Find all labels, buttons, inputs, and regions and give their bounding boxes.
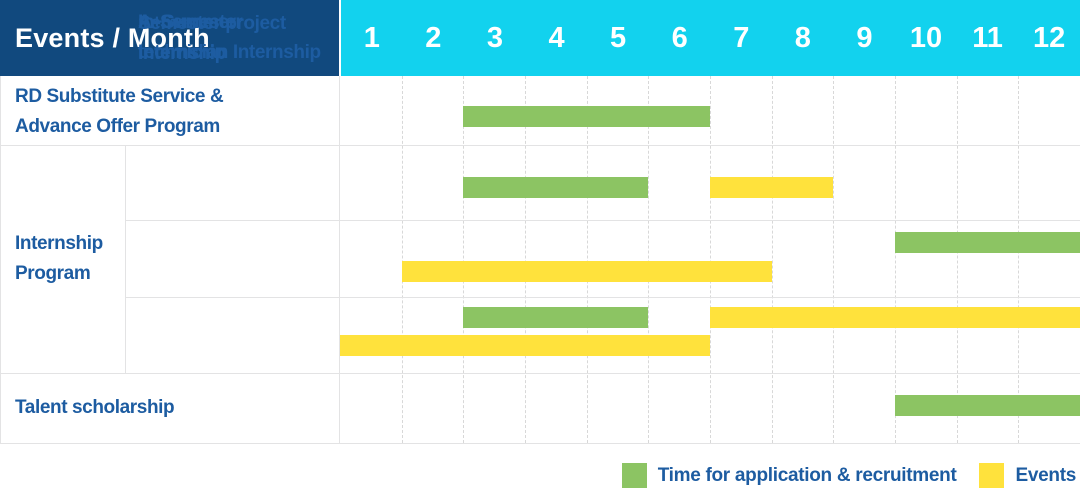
month-header-row: 1 2 3 4 5 6 7 8 9 10 11 12 <box>341 0 1080 76</box>
row-label-talent-scholarship: Talent scholarship <box>0 373 340 443</box>
bar-events <box>710 177 834 198</box>
month-label-2: 2 <box>425 21 442 54</box>
month-label-3: 3 <box>486 21 504 54</box>
legend-swatch-application-recruitment <box>621 463 647 488</box>
month-label-4: 4 <box>548 21 565 54</box>
column-divider <box>125 145 126 373</box>
row-divider <box>0 373 1080 374</box>
month-gridline <box>895 76 896 443</box>
bar-application-recruitment <box>463 106 710 127</box>
row-label-line: A+Summer <box>138 11 236 33</box>
month-label-8: 8 <box>794 21 811 54</box>
month-gridline <box>586 76 588 443</box>
row-label-line: Internship <box>138 42 226 64</box>
row-divider <box>125 297 1080 298</box>
row-label-line: RD Substitute Service & <box>15 86 224 107</box>
row-label-line: Program <box>15 263 91 284</box>
row-label-in-semester-technician-internship: In-Semester technician Internship <box>125 0 340 76</box>
column-divider <box>339 76 340 443</box>
row-label-line: Advance Offer Program <box>15 116 220 137</box>
row-group-label-internship-program: Internship Program <box>0 145 125 373</box>
month-label-6: 6 <box>671 21 688 54</box>
legend-swatch-events <box>979 463 1005 488</box>
month-gridline <box>710 76 711 443</box>
month-gridline <box>648 76 650 443</box>
legend: Time for application & recruitment Event… <box>621 462 1076 489</box>
legend-label-application-recruitment: Time for application & recruitment <box>657 464 957 486</box>
month-gridline <box>401 76 403 443</box>
row-divider <box>0 145 1080 146</box>
bar-application-recruitment <box>895 395 1080 416</box>
month-label-1: 1 <box>363 21 380 54</box>
bar-events <box>710 307 1080 328</box>
row-label-line: Talent scholarship <box>15 397 175 418</box>
table-header-cell: Events / Month <box>0 0 339 76</box>
month-label-10: 10 <box>909 21 943 54</box>
month-gridline <box>771 76 773 443</box>
bar-events <box>340 335 710 356</box>
legend-label-events: Events <box>1015 464 1076 486</box>
column-divider <box>0 76 1 443</box>
row-divider <box>125 220 1080 221</box>
month-gridline <box>1018 76 1020 443</box>
row-label-line: technician Internship <box>138 42 321 63</box>
month-label-11: 11 <box>972 21 1003 54</box>
row-label-line: In-Semester <box>138 12 243 33</box>
row-label-line: Semester project <box>138 12 286 34</box>
bar-application-recruitment <box>463 307 649 328</box>
row-divider <box>0 443 1080 444</box>
month-label-7: 7 <box>733 21 750 54</box>
bar-events <box>401 261 772 282</box>
row-label-line: Internship <box>15 233 103 254</box>
month-label-12: 12 <box>1033 21 1066 54</box>
month-gridline <box>956 76 958 443</box>
month-label-9: 9 <box>856 21 873 54</box>
row-label-semester-project-internship: Semester project Internship <box>125 0 340 77</box>
month-gridline <box>833 76 835 443</box>
row-label-line: Internship <box>138 41 226 63</box>
bar-application-recruitment <box>895 232 1080 253</box>
table-title: Events / Month <box>15 22 210 53</box>
row-label-rd-substitute-service: RD Substitute Service & Advance Offer Pr… <box>0 76 340 145</box>
row-label-a-summer-internship: A+Summer Internship <box>125 0 340 75</box>
month-gridline <box>463 76 465 443</box>
bar-application-recruitment <box>463 177 649 198</box>
month-label-5: 5 <box>610 21 627 54</box>
month-gridline <box>525 76 526 443</box>
